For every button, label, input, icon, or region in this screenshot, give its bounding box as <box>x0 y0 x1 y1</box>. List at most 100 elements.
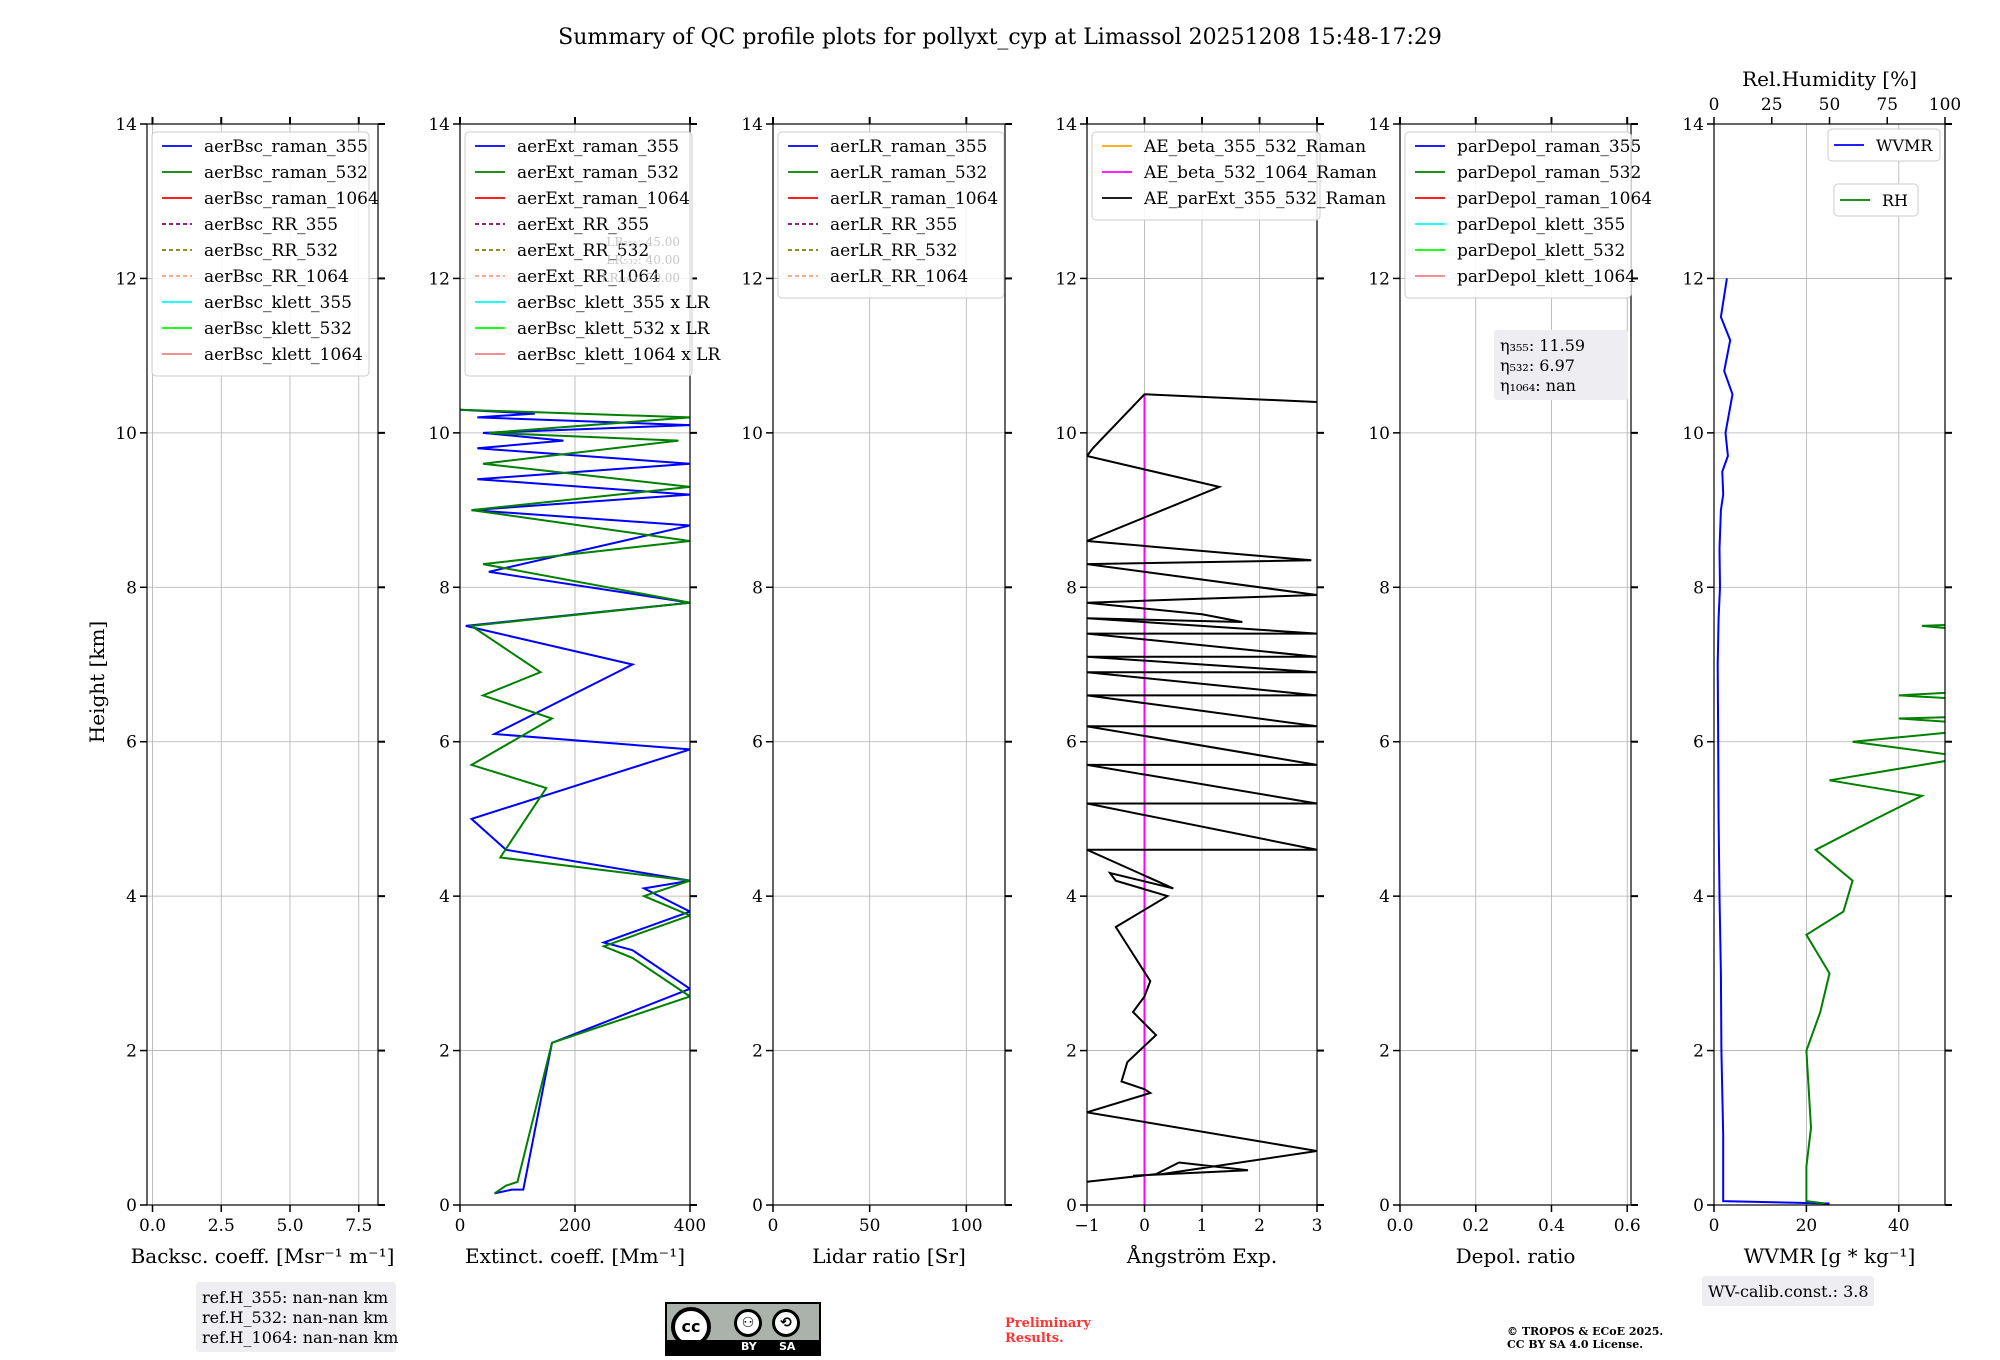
cc-badge-bar: BY SA <box>667 1340 819 1354</box>
legend-entry: aerBsc_klett_532 <box>204 319 352 339</box>
legend-entry: parDepol_raman_532 <box>1457 163 1641 183</box>
y-tick-label: 12 <box>1682 269 1704 289</box>
x-tick-label: 20 <box>1796 1216 1818 1236</box>
axes-frame <box>1713 123 1946 1206</box>
preliminary-line-2: Results. <box>1005 1331 1064 1346</box>
x-tick-label: 7.5 <box>345 1216 372 1236</box>
top-x-tick-label: 100 <box>1929 95 1961 115</box>
legend-entry: aerExt_RR_532 <box>517 241 649 261</box>
legend-entry: aerLR_RR_355 <box>830 215 957 235</box>
x-tick-label: 400 <box>674 1216 706 1236</box>
y-tick-label: 6 <box>439 733 450 753</box>
y-tick-label: 12 <box>1055 269 1077 289</box>
legend-entry: parDepol_raman_1064 <box>1457 189 1652 209</box>
x-tick-label: 50 <box>859 1216 881 1236</box>
x-tick-label: 2.5 <box>208 1216 235 1236</box>
x-axis-label: Extinct. coeff. [Mm⁻¹] <box>465 1244 685 1268</box>
top-x-tick-label: 50 <box>1819 95 1841 115</box>
legend-box <box>777 131 1005 299</box>
y-tick-label: 4 <box>1693 887 1704 907</box>
legend-entry: aerLR_raman_1064 <box>830 189 998 209</box>
x-axis-label: WVMR [g * kg⁻¹] <box>1744 1244 1916 1268</box>
y-tick-label: 8 <box>1379 578 1390 598</box>
series-AE_parExt_355_532_Raman <box>1087 393 1317 1183</box>
legend-box <box>464 131 693 377</box>
y-tick-label: 12 <box>428 269 450 289</box>
y-tick-label: 10 <box>1055 424 1077 444</box>
y-tick-label: 10 <box>741 424 763 444</box>
axes-frame <box>146 123 379 1206</box>
legend-box <box>1091 131 1321 221</box>
y-tick-label: 8 <box>439 578 450 598</box>
cc-license-badge: cc ⚇ ⟲ BY SA <box>665 1302 821 1356</box>
y-tick-label: 0 <box>1693 1196 1704 1216</box>
legend-entry: aerExt_RR_1064 <box>517 267 660 287</box>
preliminary-line-1: Preliminary <box>1005 1316 1091 1331</box>
attribution-icon: ⚇ <box>734 1309 762 1337</box>
y-axis-label: Height [km] <box>85 621 109 743</box>
y-tick-label: 0 <box>439 1196 450 1216</box>
legend-entry: aerLR_RR_532 <box>830 241 957 261</box>
y-tick-label: 4 <box>1066 887 1077 907</box>
annotation-text: ref.H_532: nan-nan km <box>202 1308 388 1327</box>
legend-entry: aerLR_raman_532 <box>830 163 987 183</box>
y-tick-label: 4 <box>439 887 450 907</box>
panel-lidar_ratio: 0 2 4 6 8 10 12 14 0 50 100 Lidar ratio [Sr] aerLR_r… <box>741 115 1012 1268</box>
legend-entry: aerExt_raman_532 <box>517 163 679 183</box>
y-tick-label: 4 <box>752 887 763 907</box>
x-tick-label: 200 <box>559 1216 591 1236</box>
y-tick-label: 2 <box>1693 1042 1704 1062</box>
x-tick-label: 0 <box>1709 1216 1720 1236</box>
y-tick-label: 12 <box>741 269 763 289</box>
y-tick-label: 0 <box>752 1196 763 1216</box>
legend-entry: aerExt_RR_355 <box>517 215 649 235</box>
panel-depol: 0 2 4 6 8 10 12 14 0.0 0.2 0.4 0.6 Depol. ratio parDe… <box>1368 115 1652 1268</box>
top-x-axis-label: Rel.Humidity [%] <box>1742 67 1917 91</box>
lr-annotation: LR₃₅₅: 45.00 <box>606 235 680 249</box>
x-tick-label: 0 <box>455 1216 466 1236</box>
legend-entry: aerBsc_klett_532 x LR <box>517 319 711 339</box>
series-aerExt_raman_532 <box>460 408 690 1195</box>
x-tick-label: 0.2 <box>1462 1216 1489 1236</box>
legend-entry: aerExt_raman_1064 <box>517 189 690 209</box>
y-tick-label: 14 <box>1682 115 1704 135</box>
legend-entry: aerBsc_RR_1064 <box>204 267 349 287</box>
legend-entry: AE_beta_355_532_Raman <box>1143 137 1366 157</box>
legend-entry: aerBsc_klett_355 x LR <box>517 293 711 313</box>
legend-entry: aerBsc_raman_532 <box>204 163 368 183</box>
x-tick-label: 0.6 <box>1614 1216 1641 1236</box>
series-aerExt_raman_355 <box>460 408 690 1195</box>
y-tick-label: 12 <box>115 269 137 289</box>
annotation-text: ref.H_1064: nan-nan km <box>202 1328 398 1347</box>
legend-entry: aerBsc_klett_1064 <box>204 345 363 365</box>
lr-annotation: LR₅₃₂: 40.00 <box>606 253 680 267</box>
x-tick-label: 40 <box>1888 1216 1910 1236</box>
y-tick-label: 10 <box>1368 424 1390 444</box>
x-tick-label: 0 <box>768 1216 779 1236</box>
x-tick-label: 0 <box>1139 1216 1150 1236</box>
legend-entry: AE_beta_532_1064_Raman <box>1143 163 1377 183</box>
axes-frame <box>1399 123 1632 1206</box>
top-x-tick-label: 75 <box>1876 95 1898 115</box>
x-axis-label: Ångström Exp. <box>1126 1243 1277 1268</box>
copyright-line-2: CC BY SA 4.0 License. <box>1507 1338 1643 1351</box>
y-tick-label: 10 <box>115 424 137 444</box>
annotation-box <box>196 1282 396 1352</box>
series-WVMR <box>1716 278 1830 1205</box>
y-tick-label: 0 <box>126 1196 137 1216</box>
top-x-tick-label: 25 <box>1761 95 1783 115</box>
legend-box <box>151 131 370 377</box>
y-tick-label: 14 <box>1368 115 1390 135</box>
x-axis-label: Backsc. coeff. [Msr⁻¹ m⁻¹] <box>131 1244 395 1268</box>
annotation-box <box>1702 1276 1874 1306</box>
annotation-text: η₁₀₆₄: nan <box>1500 376 1576 395</box>
annotation-box <box>1494 330 1628 400</box>
y-tick-label: 10 <box>428 424 450 444</box>
legend-entry: aerBsc_klett_1064 x LR <box>517 345 721 365</box>
cc-by-label: BY <box>741 1340 757 1353</box>
y-tick-label: 14 <box>115 115 137 135</box>
annotation-text: ref.H_355: nan-nan km <box>202 1288 388 1307</box>
